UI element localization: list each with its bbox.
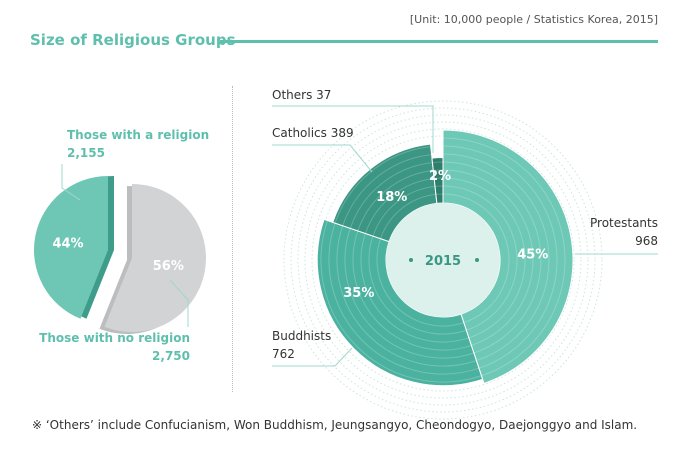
slice-texture-protestants: [442, 169, 534, 346]
slice-texture-buddhists: [336, 225, 477, 367]
slice-texture-buddhists: [368, 235, 467, 335]
leader-buddhists: [272, 347, 353, 367]
label-others-name: Others: [272, 88, 312, 102]
religious-groups-chart: 2015 45% 35% 18% 2% Protestants 968 Buddhists 76…: [272, 88, 658, 420]
slice-texture-protestants: [442, 185, 518, 331]
chart-divider: [232, 86, 233, 392]
center-disc: [386, 203, 500, 317]
slice-texture-protestants: [442, 137, 566, 377]
slice-texture-protestants: [442, 153, 550, 362]
center-dot-right: [475, 258, 479, 262]
label-religion: Those with a religion: [67, 128, 209, 142]
background-ring: [283, 100, 603, 420]
center-dot-left: [409, 258, 413, 262]
slice-texture-protestants: [442, 161, 542, 354]
label-others-value: 37: [316, 88, 331, 102]
background-ring: [297, 114, 589, 406]
label-catholics-name: Catholics: [272, 126, 327, 140]
value-religion: 2,155: [67, 146, 105, 160]
slice-texture-buddhists: [344, 228, 475, 359]
slice-texture-catholics: [342, 154, 432, 226]
leader-others: [272, 105, 434, 153]
label-catholics: Catholics 389: [272, 126, 354, 140]
slice-texture-buddhists: [320, 220, 482, 383]
chart-title: Size of Religious Groups: [30, 31, 236, 49]
slice-texture-protestants: [442, 177, 526, 339]
pie-slice-religion: [33, 176, 109, 319]
slice-texture-catholics: [349, 162, 433, 229]
slice-texture-protestants: [442, 145, 558, 369]
pie-percent-religion: 44%: [52, 236, 83, 251]
value-buddhists: 762: [272, 347, 295, 361]
footnote: ※ ‘Others’ include Confucianism, Won Bud…: [32, 418, 638, 432]
leader-catholics: [272, 144, 373, 173]
percent-catholics: 18%: [376, 190, 407, 205]
slice-texture-buddhists: [376, 238, 464, 327]
background-ring: [290, 107, 596, 413]
pie-slice-no-religion: [104, 184, 206, 332]
leader-religion: [61, 164, 81, 201]
label-others: Others 37: [272, 88, 331, 102]
value-no-religion: 2,750: [152, 349, 190, 363]
pie-percent-no-religion: 56%: [153, 259, 184, 274]
value-protestants: 968: [635, 234, 658, 248]
slice-texture-catholics: [380, 193, 436, 239]
background-ring: [311, 128, 575, 392]
center-year: 2015: [425, 254, 461, 269]
slice-texture-others: [433, 169, 444, 172]
label-no-religion: Those with no religion: [39, 331, 190, 345]
slice-texture-buddhists: [352, 230, 472, 351]
slice-texture-protestants: [442, 193, 510, 324]
slice-texture-buddhists: [328, 222, 480, 375]
percent-others: 2%: [429, 169, 451, 184]
slice-texture-catholics: [364, 177, 435, 234]
slice-texture-buddhists: [360, 233, 469, 343]
title-rule: [220, 40, 658, 43]
religion-pie: 44% 56% Those with a religion 2,155 Those wi…: [33, 128, 209, 363]
slice-texture-catholics: [372, 185, 436, 237]
percent-protestants: 45%: [517, 247, 548, 262]
slice-texture-others: [432, 161, 444, 164]
unit-note: [Unit: 10,000 people / Statistics Korea,…: [409, 13, 658, 26]
label-buddhists: Buddhists: [272, 329, 331, 343]
label-catholics-value: 389: [331, 126, 354, 140]
leader-no-religion: [169, 279, 189, 327]
slice-texture-catholics: [357, 170, 434, 232]
percent-buddhists: 35%: [343, 286, 374, 301]
label-protestants: Protestants: [590, 216, 658, 230]
background-ring: [304, 121, 582, 399]
